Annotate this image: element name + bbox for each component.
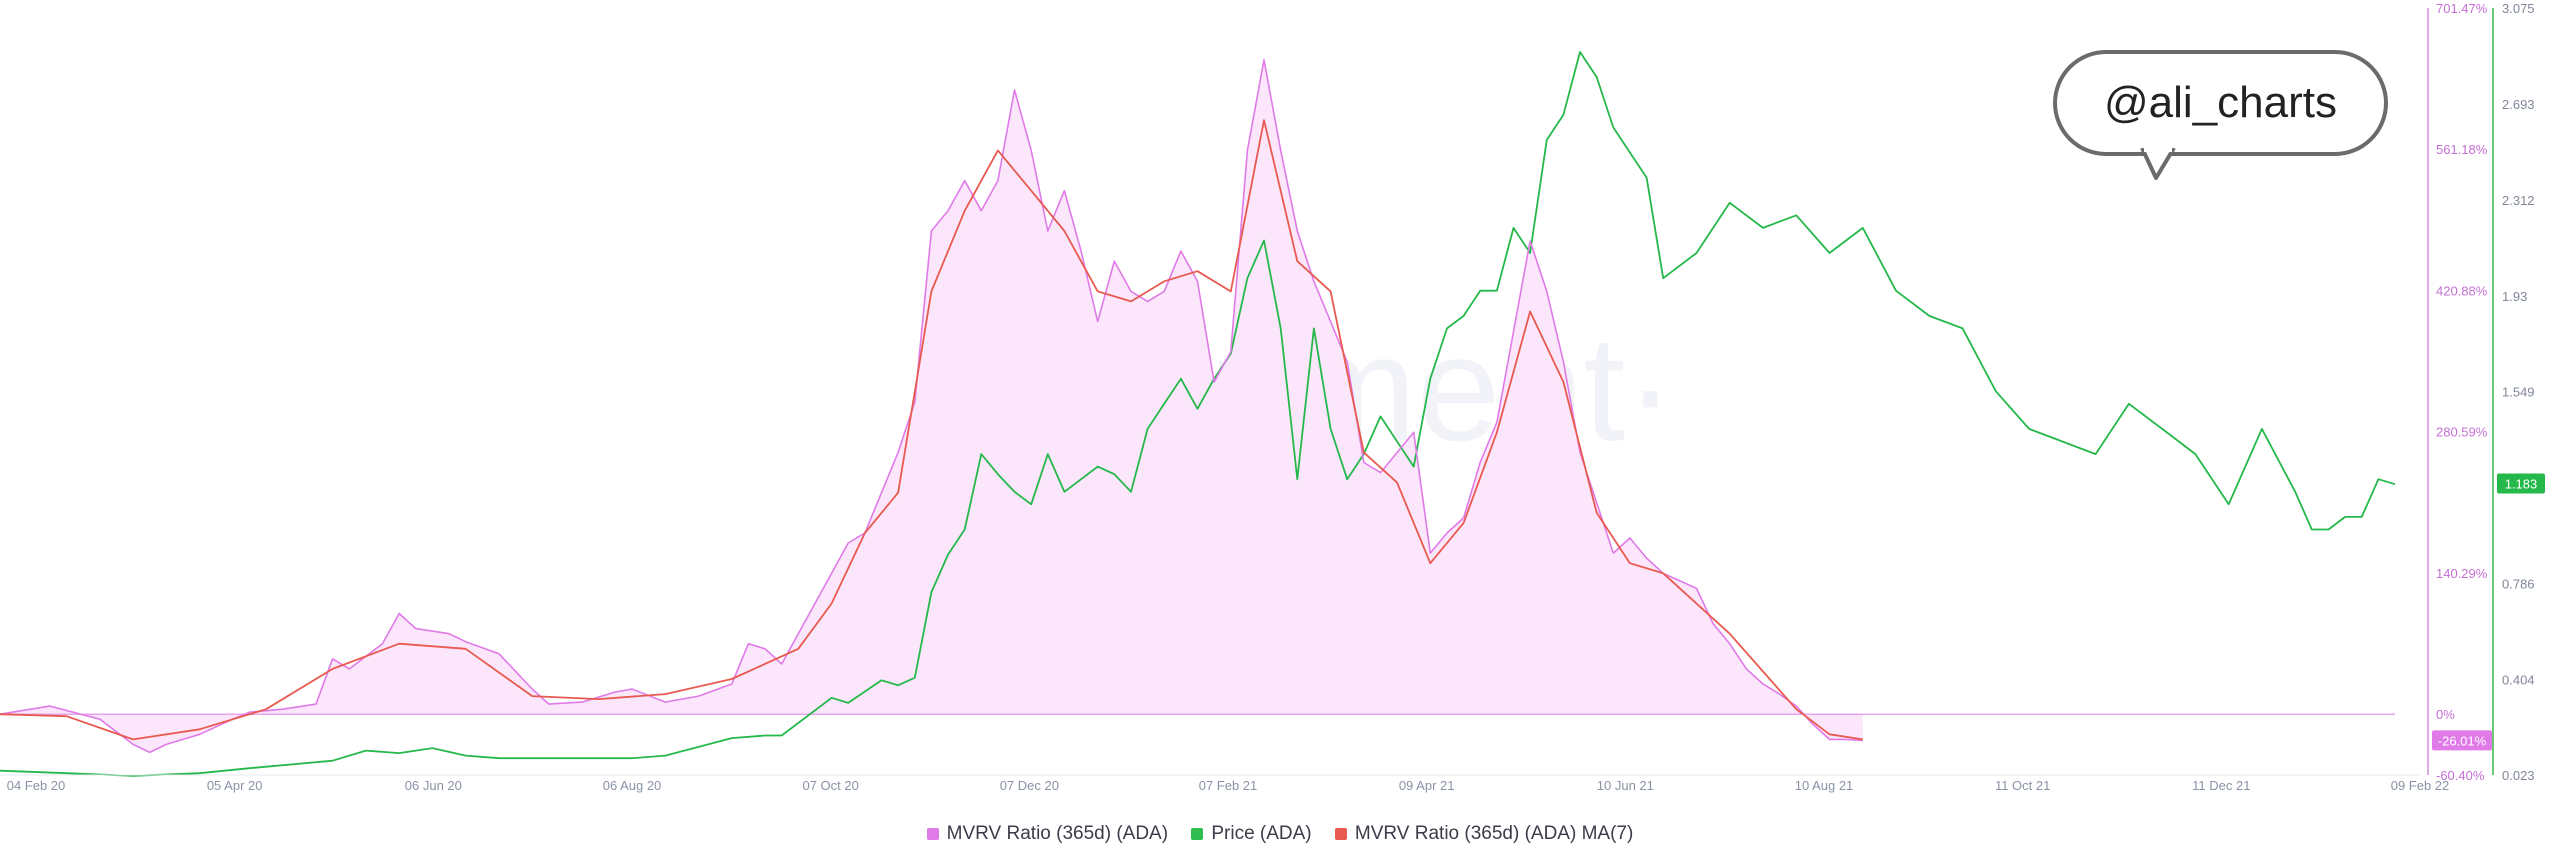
- x-tick-label: 07 Feb 21: [1199, 778, 1258, 793]
- right-axis-tick-label: 2.312: [2502, 193, 2535, 208]
- left-axis-tick-label: -60.40%: [2436, 768, 2485, 783]
- right-axis-tick-label: 0.786: [2502, 576, 2535, 591]
- legend-swatch-price: [1191, 828, 1204, 840]
- left-axis-ticks: 701.47% 561.18% 420.88% 280.59% 140.29% 0% -60…: [2436, 1, 2488, 783]
- axis-badges: -26.01% 1.183: [2432, 473, 2545, 751]
- right-axis-tick-label: 1.93: [2502, 289, 2527, 304]
- x-tick-label: 04 Feb 20: [7, 778, 66, 793]
- legend-item-mvrv-ma[interactable]: MVRV Ratio (365d) (ADA) MA(7): [1334, 823, 1634, 845]
- right-axis-tick-label: 0.404: [2502, 672, 2535, 687]
- legend-label-mvrv-ma: MVRV Ratio (365d) (ADA) MA(7): [1354, 823, 1634, 844]
- author-handle: @ali_charts: [2104, 78, 2337, 127]
- right-axis-tick-label: 2.693: [2502, 97, 2535, 112]
- x-tick-label: 06 Aug 20: [603, 778, 662, 793]
- x-tick-label: 10 Aug 21: [1795, 778, 1854, 793]
- x-axis-ticks: 04 Feb 20 05 Apr 20 06 Jun 20 06 Aug 20 07 O…: [7, 778, 2450, 793]
- x-tick-label: 11 Oct 21: [1995, 778, 2050, 793]
- legend-item-price[interactable]: Price (ADA): [1191, 823, 1312, 845]
- mvrv-line: [0, 59, 1863, 754]
- right-axis-tick-label: 1.549: [2502, 385, 2535, 400]
- mvrv-value-badge: [2432, 730, 2492, 751]
- legend-swatch-mvrv-ma: [1334, 828, 1347, 840]
- mvrv-area-fill: [0, 59, 1863, 753]
- right-axis-tick-label: 0.023: [2502, 768, 2535, 783]
- mvrv-area: [0, 59, 1863, 753]
- chart-legend: MVRV Ratio (365d) (ADA) Price (ADA) MVRV…: [0, 823, 2560, 846]
- x-tick-label: 09 Apr 21: [1399, 778, 1455, 793]
- x-tick-label: 11 Dec 21: [2192, 778, 2250, 793]
- author-speech-bubble: @ali_charts: [2053, 50, 2388, 156]
- left-axis-tick-label: 280.59%: [2436, 425, 2488, 440]
- mvrv-value-badge-text: -26.01%: [2438, 733, 2487, 748]
- x-tick-label: 07 Dec 20: [1000, 778, 1059, 793]
- price-value-badge: [2497, 473, 2545, 494]
- left-axis-tick-label: 140.29%: [2436, 566, 2488, 581]
- left-axis-tick-label: 0%: [2436, 707, 2455, 722]
- x-tick-label: 10 Jun 21: [1597, 778, 1654, 793]
- series-lines: [0, 51, 2396, 777]
- price-value-badge-text: 1.183: [2505, 476, 2538, 491]
- price-line: [0, 51, 2396, 777]
- legend-label-mvrv: MVRV Ratio (365d) (ADA): [946, 823, 1169, 844]
- right-axis-tick-label: 3.075: [2502, 1, 2535, 16]
- mvrv-ma-line: [0, 119, 1863, 741]
- right-axis-ticks: 3.0752.6932.3121.931.5491.1680.7860.4040…: [2502, 1, 2535, 783]
- left-axis-tick-label: 701.47%: [2436, 1, 2488, 16]
- left-axis-tick-label: 561.18%: [2436, 142, 2488, 157]
- legend-item-mvrv[interactable]: MVRV Ratio (365d) (ADA): [926, 823, 1169, 845]
- x-tick-label: 06 Jun 20: [405, 778, 462, 793]
- legend-swatch-mvrv: [926, 828, 939, 840]
- x-tick-label: 05 Apr 20: [207, 778, 263, 793]
- speech-bubble-tail: [2140, 148, 2176, 180]
- left-axis-tick-label: 420.88%: [2436, 283, 2488, 298]
- x-tick-label: 07 Oct 20: [802, 778, 858, 793]
- x-tick-label: 09 Feb 22: [2391, 778, 2450, 793]
- legend-label-price: Price (ADA): [1211, 823, 1312, 844]
